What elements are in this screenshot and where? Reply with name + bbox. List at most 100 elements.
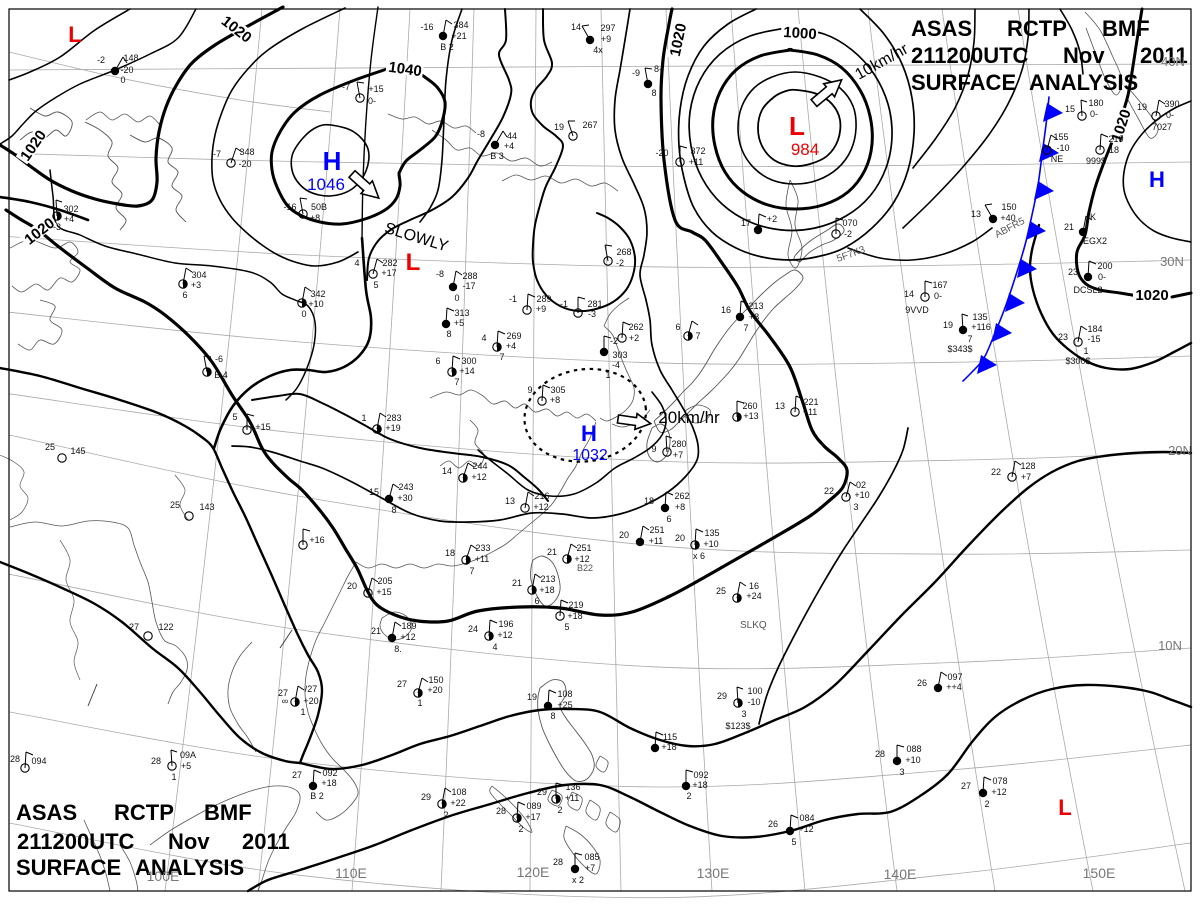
- svg-text:268: 268: [616, 247, 631, 257]
- svg-text:145: 145: [70, 446, 85, 456]
- svg-text:+12: +12: [574, 554, 589, 564]
- svg-text:13: 13: [971, 209, 981, 219]
- svg-text:B 2: B 2: [440, 42, 454, 52]
- svg-text:7: 7: [695, 331, 700, 341]
- svg-text:-1: -1: [509, 294, 517, 304]
- svg-text:28: 28: [10, 754, 20, 764]
- svg-text:2: 2: [557, 805, 562, 815]
- svg-text:1046: 1046: [307, 175, 345, 194]
- svg-text:∞: ∞: [282, 696, 288, 706]
- svg-text:205: 205: [377, 576, 392, 586]
- svg-text:-8: -8: [477, 129, 485, 139]
- svg-text:-20: -20: [120, 65, 133, 75]
- svg-text:B 2: B 2: [310, 791, 324, 801]
- svg-text:+7: +7: [1021, 472, 1031, 482]
- svg-text:289: 289: [536, 294, 551, 304]
- svg-text:1: 1: [300, 707, 305, 717]
- svg-text:135: 135: [972, 312, 987, 322]
- svg-text:1040: 1040: [387, 59, 422, 80]
- svg-text:+2: +2: [629, 333, 639, 343]
- svg-text:18: 18: [1109, 145, 1119, 155]
- svg-text:288: 288: [462, 271, 477, 281]
- svg-text:+18: +18: [567, 611, 582, 621]
- svg-text:ANALYSIS: ANALYSIS: [1029, 70, 1138, 95]
- svg-text:267: 267: [582, 120, 597, 130]
- svg-text:19: 19: [1137, 102, 1147, 112]
- svg-text:070: 070: [842, 218, 857, 228]
- svg-text:088: 088: [906, 744, 921, 754]
- svg-text:-20: -20: [655, 148, 668, 158]
- svg-text:136: 136: [565, 782, 580, 792]
- svg-text:130E: 130E: [697, 865, 730, 881]
- svg-text:1: 1: [417, 698, 422, 708]
- svg-text:+11: +11: [689, 157, 704, 167]
- svg-text:078: 078: [992, 776, 1007, 786]
- svg-text:25: 25: [170, 500, 180, 510]
- svg-text:+10: +10: [308, 299, 323, 309]
- svg-text:16: 16: [721, 305, 731, 315]
- svg-text:SLKQ: SLKQ: [740, 620, 767, 631]
- svg-text:213: 213: [540, 574, 555, 584]
- svg-text:251: 251: [649, 525, 664, 535]
- svg-text:BMF: BMF: [1102, 16, 1150, 41]
- svg-text:+12: +12: [798, 824, 813, 834]
- svg-text:14: 14: [571, 22, 581, 32]
- svg-text:-17: -17: [462, 281, 475, 291]
- svg-text:-2: -2: [610, 336, 618, 346]
- svg-text:x 6: x 6: [693, 551, 705, 561]
- svg-text:L: L: [789, 111, 805, 141]
- svg-text:-16: -16: [283, 202, 296, 212]
- svg-text:15: 15: [1065, 104, 1075, 114]
- svg-text:18: 18: [644, 496, 654, 506]
- svg-text:+15: +15: [376, 587, 391, 597]
- svg-text:233: 233: [475, 543, 490, 553]
- svg-text:$300$: $300$: [1065, 356, 1090, 366]
- svg-text:1000: 1000: [783, 24, 817, 43]
- svg-text:2: 2: [984, 799, 989, 809]
- svg-text:167: 167: [932, 280, 947, 290]
- svg-text:0-: 0-: [1098, 272, 1106, 282]
- svg-text:303: 303: [612, 350, 627, 360]
- svg-text:DCSL2: DCSL2: [1073, 285, 1102, 295]
- svg-text:8-: 8-: [654, 64, 662, 74]
- svg-text:115: 115: [663, 732, 677, 742]
- svg-text:10N: 10N: [1158, 638, 1182, 653]
- svg-text:210: 210: [1108, 134, 1123, 144]
- svg-text:140E: 140E: [884, 866, 917, 882]
- svg-text:7: 7: [469, 566, 474, 576]
- svg-text:211200UTC: 211200UTC: [17, 829, 135, 854]
- svg-text:302: 302: [63, 204, 78, 214]
- svg-text:304: 304: [191, 270, 206, 280]
- svg-text:7027: 7027: [1152, 122, 1172, 132]
- svg-text:25: 25: [716, 586, 726, 596]
- svg-text:-2: -2: [844, 229, 852, 239]
- svg-text:23: 23: [1068, 267, 1078, 277]
- svg-text:+20: +20: [427, 685, 442, 695]
- svg-text:-1: -1: [560, 299, 568, 309]
- svg-text:-7: -7: [213, 149, 221, 159]
- svg-text:108: 108: [451, 787, 466, 797]
- svg-text:150: 150: [1001, 202, 1016, 212]
- svg-text:2: 2: [518, 824, 523, 834]
- svg-text:19: 19: [527, 692, 537, 702]
- svg-text:+14: +14: [459, 366, 474, 376]
- svg-text:4: 4: [492, 642, 497, 652]
- svg-text:092: 092: [693, 770, 708, 780]
- svg-text:1032: 1032: [572, 447, 608, 464]
- svg-text:150E: 150E: [1083, 865, 1116, 881]
- svg-text:L: L: [406, 249, 421, 276]
- svg-text:+8: +8: [675, 502, 685, 512]
- svg-text:+5: +5: [181, 761, 191, 771]
- svg-text:26: 26: [917, 678, 927, 688]
- svg-text:20N: 20N: [1168, 443, 1192, 458]
- svg-text:L: L: [1058, 795, 1071, 820]
- svg-text:9: 9: [527, 385, 532, 395]
- svg-text:20: 20: [619, 530, 629, 540]
- svg-text:085: 085: [584, 852, 599, 862]
- svg-text:984: 984: [791, 140, 819, 159]
- svg-text:+9: +9: [601, 34, 611, 44]
- svg-text:+3: +3: [191, 280, 201, 290]
- svg-text:+10: +10: [703, 539, 718, 549]
- svg-text:6: 6: [182, 290, 187, 300]
- svg-text:6: 6: [435, 356, 440, 366]
